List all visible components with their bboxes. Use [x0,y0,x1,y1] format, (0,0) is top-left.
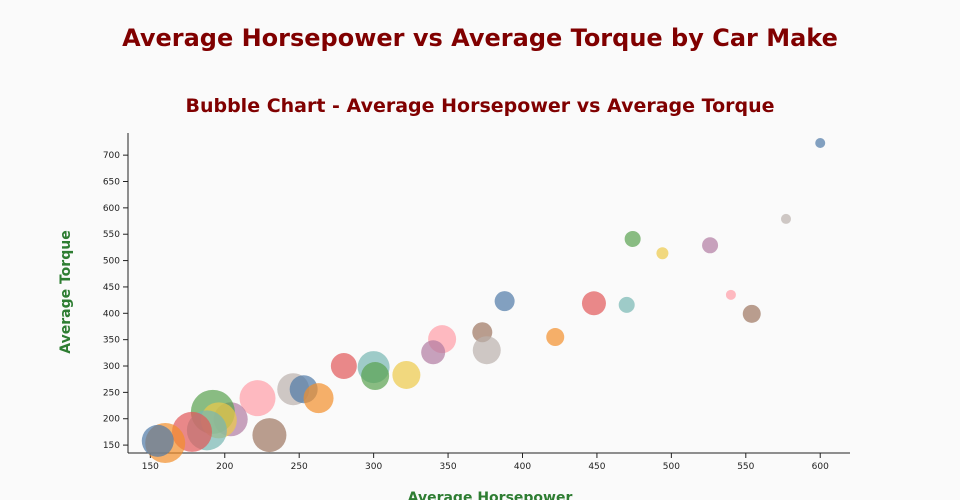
x-tick-label: 200 [216,462,233,472]
y-tick-label: 450 [103,283,120,293]
bubble [702,237,719,254]
bubble [239,380,276,417]
bubble [252,418,287,453]
bubble [303,383,334,414]
y-tick-label: 300 [103,362,120,372]
y-tick-label: 550 [103,230,120,240]
bubble [742,304,761,323]
y-tick-label: 400 [103,309,120,319]
y-tick-label: 500 [103,257,120,267]
page-title: Average Horsepower vs Average Torque by … [122,24,838,52]
x-tick-label: 150 [142,462,159,472]
bubble [815,138,826,149]
x-axis-label: Average Horsepower [408,490,573,500]
bubble [141,424,174,457]
x-tick-label: 450 [588,462,605,472]
bubble [392,360,421,389]
y-axis-label: Average Torque [58,230,74,353]
bubble [581,291,606,316]
x-tick-label: 350 [439,462,456,472]
bubble [780,213,791,224]
x-tick-label: 250 [291,462,308,472]
y-tick-label: 650 [103,178,120,188]
x-tick-label: 400 [514,462,531,472]
y-tick-label: 150 [103,441,120,451]
x-tick-label: 500 [663,462,680,472]
y-tick-label: 200 [103,415,120,425]
bubble [421,340,446,365]
y-tick-label: 350 [103,336,120,346]
y-tick-label: 700 [103,151,120,161]
x-tick-label: 600 [812,462,829,472]
bubble [361,362,390,391]
bubble [656,247,669,260]
bubble [624,230,641,247]
bubble [725,289,736,300]
y-tick-label: 600 [103,204,120,214]
bubble [330,353,357,380]
x-tick-label: 550 [737,462,754,472]
bubble [618,296,635,313]
bubble [494,291,515,312]
bubble [546,328,565,347]
bubble [472,336,501,365]
chart-title: Bubble Chart - Average Horsepower vs Ave… [185,95,774,117]
y-tick-label: 250 [103,388,120,398]
x-tick-label: 300 [365,462,382,472]
